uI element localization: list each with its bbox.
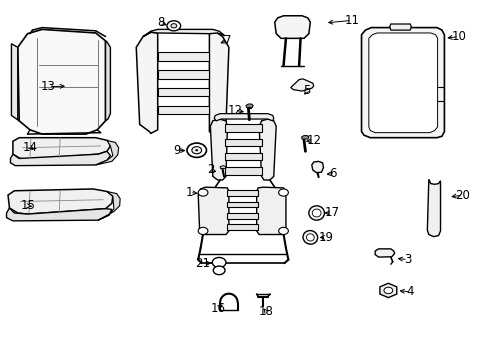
- Polygon shape: [374, 249, 394, 257]
- Polygon shape: [259, 119, 276, 180]
- Polygon shape: [227, 202, 258, 207]
- Polygon shape: [10, 151, 110, 166]
- Polygon shape: [256, 187, 285, 234]
- Polygon shape: [227, 190, 258, 196]
- Circle shape: [170, 24, 176, 28]
- Polygon shape: [227, 213, 258, 219]
- Polygon shape: [301, 135, 308, 139]
- Polygon shape: [136, 32, 158, 134]
- Polygon shape: [389, 24, 410, 30]
- Text: 4: 4: [406, 285, 413, 298]
- Polygon shape: [158, 88, 209, 96]
- Circle shape: [191, 147, 201, 154]
- Polygon shape: [209, 32, 228, 134]
- Text: 5: 5: [303, 84, 310, 97]
- Polygon shape: [11, 44, 19, 121]
- Circle shape: [195, 149, 198, 151]
- Polygon shape: [361, 28, 444, 138]
- Polygon shape: [290, 79, 313, 91]
- Text: 17: 17: [324, 207, 339, 220]
- Text: 2: 2: [207, 163, 215, 176]
- Text: 9: 9: [173, 144, 181, 157]
- Circle shape: [278, 189, 288, 196]
- Polygon shape: [98, 192, 120, 220]
- Text: 3: 3: [404, 253, 411, 266]
- Text: 1: 1: [186, 186, 193, 199]
- Text: 18: 18: [259, 306, 273, 319]
- Polygon shape: [368, 33, 437, 133]
- Polygon shape: [427, 179, 440, 237]
- Polygon shape: [224, 139, 261, 146]
- Polygon shape: [224, 167, 261, 175]
- Text: 12: 12: [305, 134, 321, 147]
- Ellipse shape: [306, 234, 314, 241]
- Polygon shape: [105, 41, 110, 121]
- Text: 13: 13: [41, 80, 56, 93]
- Text: 21: 21: [195, 257, 210, 270]
- Text: 14: 14: [22, 140, 38, 153]
- Circle shape: [278, 227, 288, 234]
- Ellipse shape: [303, 230, 317, 244]
- Polygon shape: [158, 106, 209, 114]
- Text: 8: 8: [157, 16, 164, 29]
- Circle shape: [166, 21, 180, 31]
- Polygon shape: [158, 52, 209, 60]
- Text: 7: 7: [223, 33, 231, 47]
- Polygon shape: [158, 70, 209, 78]
- Polygon shape: [13, 138, 110, 159]
- Circle shape: [198, 227, 207, 234]
- Ellipse shape: [308, 206, 324, 220]
- Polygon shape: [245, 104, 253, 108]
- Polygon shape: [214, 114, 273, 121]
- Circle shape: [213, 266, 224, 275]
- Circle shape: [198, 189, 207, 196]
- Polygon shape: [6, 208, 112, 221]
- Polygon shape: [210, 119, 227, 180]
- Text: 19: 19: [318, 231, 333, 244]
- Text: 6: 6: [329, 167, 336, 180]
- Text: 10: 10: [451, 30, 466, 43]
- Polygon shape: [311, 161, 323, 173]
- Polygon shape: [96, 140, 119, 165]
- Text: 16: 16: [210, 302, 224, 315]
- Polygon shape: [18, 30, 105, 134]
- Polygon shape: [224, 125, 261, 132]
- Circle shape: [212, 257, 225, 267]
- Polygon shape: [274, 16, 310, 39]
- Text: 20: 20: [455, 189, 469, 202]
- Polygon shape: [198, 187, 228, 234]
- Polygon shape: [8, 189, 113, 214]
- Polygon shape: [227, 225, 258, 230]
- Text: 11: 11: [344, 14, 359, 27]
- Text: 15: 15: [20, 199, 35, 212]
- Ellipse shape: [312, 209, 321, 217]
- Circle shape: [383, 287, 392, 294]
- Circle shape: [186, 143, 206, 157]
- Polygon shape: [143, 30, 224, 37]
- Polygon shape: [379, 283, 396, 298]
- Polygon shape: [224, 153, 261, 160]
- Polygon shape: [220, 166, 225, 168]
- Text: 12: 12: [227, 104, 242, 117]
